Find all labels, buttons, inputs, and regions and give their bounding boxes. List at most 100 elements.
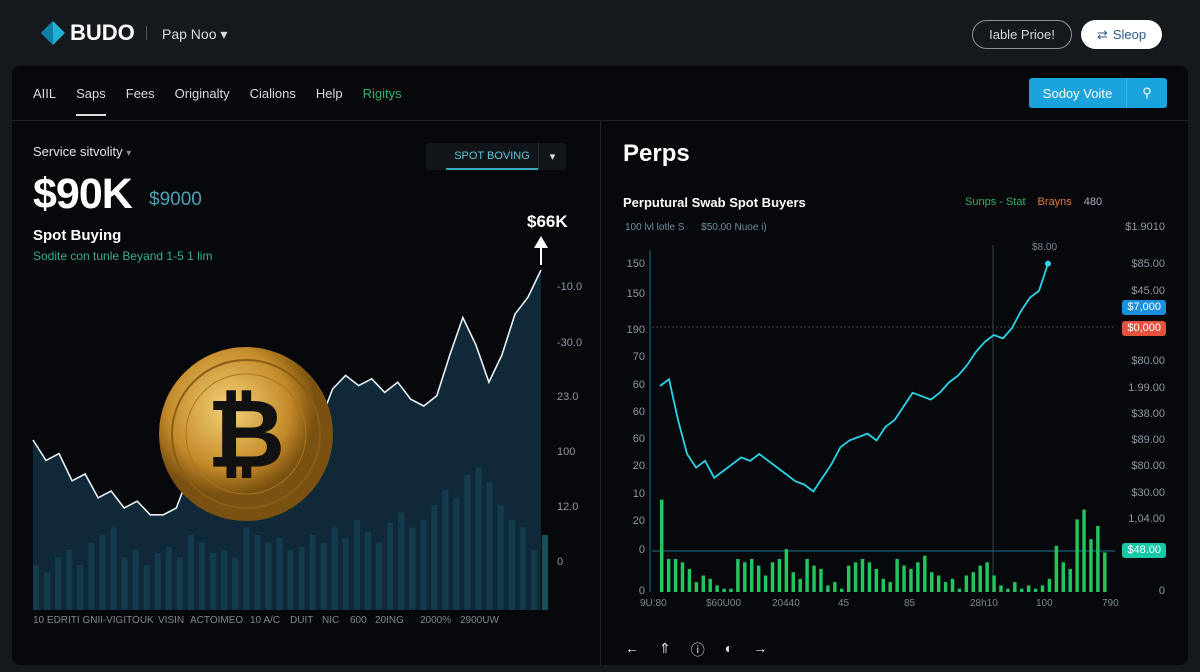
chevron-down-icon: ▾: [538, 143, 566, 170]
x-axis-label: 85: [904, 598, 916, 609]
tab-1[interactable]: Saps: [76, 86, 106, 116]
arrow-head: [534, 236, 548, 248]
volume-bar: [867, 562, 872, 592]
swap-button[interactable]: ⇄ Sleop: [1081, 20, 1162, 49]
volume-bar: [853, 562, 858, 592]
x-axis-label: 28h10: [970, 598, 998, 609]
arrow-left-icon[interactable]: ←: [625, 640, 639, 656]
legend-item: 480: [1083, 196, 1103, 208]
volume-bar: [943, 582, 948, 592]
tab-6[interactable]: Rigitys: [362, 86, 402, 101]
x-axis-label: DUIT: [290, 615, 314, 626]
volume-bar: [819, 568, 823, 592]
volume-bar: [708, 578, 712, 592]
volume-bar: [812, 565, 816, 592]
y-axis-label-right: 1.99.00: [1128, 382, 1165, 394]
y-axis-label: 150: [626, 258, 645, 270]
y-axis-label-right: $38.00: [1131, 408, 1165, 420]
tab-5[interactable]: Help: [315, 86, 343, 101]
logo[interactable]: BUDO: [40, 20, 135, 46]
search-button[interactable]: Sodoy Voite ⚲: [1029, 78, 1167, 108]
volume-bar: [798, 578, 802, 592]
x-axis-label: 9U:80: [640, 598, 667, 609]
volume-bar: [860, 559, 865, 592]
x-axis-label: I-VIGITOUK: [100, 615, 154, 626]
meta-left: 100 lvl lotle S: [625, 222, 685, 233]
tab-0[interactable]: AIIL: [33, 86, 57, 101]
price-badge: $7,000: [1122, 300, 1166, 315]
divider: [600, 121, 601, 665]
perps-subtitle: Perputural Swab Spot Buyers: [623, 195, 806, 210]
project-name: Pap Noo: [162, 26, 217, 42]
volume-bar: [923, 555, 927, 592]
arrow-right-icon[interactable]: →: [753, 640, 768, 656]
price-line: [659, 263, 1049, 493]
volume-bar: [1096, 526, 1100, 592]
swap-label: Sleop: [1112, 27, 1147, 42]
volume-bar: [784, 549, 789, 592]
volume-bar: [1075, 519, 1079, 592]
tab-2[interactable]: Fees: [125, 86, 155, 101]
volume-bar: [1013, 582, 1017, 592]
project-selector[interactable]: Pap Noo ▾: [162, 26, 227, 43]
volume-bar: [992, 575, 996, 592]
volume-bar: [888, 582, 892, 592]
volume-bar: [770, 562, 775, 592]
y-axis-label-right: $80.00: [1131, 355, 1165, 367]
arrow-up-icon[interactable]: ⇑: [659, 640, 671, 656]
volume-bar: [660, 499, 664, 592]
volume-bar: [826, 585, 830, 592]
volume-bar: [874, 568, 879, 592]
volume-bar: [673, 559, 678, 592]
volume-bar: [701, 575, 705, 592]
volume-bar: [957, 588, 962, 592]
svg-text:₿: ₿: [207, 378, 285, 490]
peak-label: $66K: [527, 212, 568, 231]
tab-3[interactable]: Originalty: [174, 86, 230, 101]
y-axis-label: 0: [638, 585, 645, 597]
legend-item: Sunps - Stat: [965, 196, 1026, 208]
y-axis-label-right: $85.00: [1131, 258, 1165, 270]
y-axis-label-right: 1,04.00: [1128, 513, 1165, 525]
volume-bar: [1033, 588, 1038, 592]
y-axis-label: 12.0: [557, 501, 579, 513]
y-axis-label: 0: [557, 556, 564, 568]
volume-bar: [680, 562, 685, 592]
service-label[interactable]: Service sitvolity ▾: [33, 144, 131, 159]
volume-bar: [1068, 568, 1072, 592]
x-axis-label: 790: [1102, 598, 1119, 609]
chart-toolbar: ← ⇑ ⓘ ◐ →: [625, 640, 767, 660]
x-axis-label: $60U00: [706, 598, 742, 609]
volume-bar: [1006, 588, 1010, 592]
volume-bar: [971, 572, 975, 592]
volume-bar: [791, 572, 795, 592]
spot-buying-dropdown[interactable]: SPOT BOVING ▾: [426, 143, 566, 170]
info-icon[interactable]: ⓘ: [690, 642, 705, 658]
y-axis-label: 20: [632, 515, 645, 527]
y-axis-label: 23.0: [557, 391, 579, 403]
x-axis-label: 2000%: [420, 615, 452, 626]
legend-item: Brayns: [1037, 196, 1072, 208]
meta-right: $50.00 Nuoe i): [701, 222, 767, 233]
y-axis-label: 0: [638, 544, 645, 556]
y-axis-label: -30.0: [557, 337, 583, 349]
main-price: $90K: [33, 170, 133, 218]
table-price-button[interactable]: Iable Prioe!: [972, 20, 1072, 49]
volume-bar: [846, 565, 851, 592]
search-icon: ⚲: [1142, 85, 1152, 100]
y-axis-label: 70: [632, 351, 645, 363]
spot-subtitle: Sodite con tunle Beyand 1-5 1 lim: [33, 249, 213, 263]
volume-bar: [964, 575, 969, 592]
tab-4[interactable]: Cialions: [249, 86, 296, 101]
y-axis-label: 10: [632, 488, 645, 500]
volume-bar: [978, 565, 982, 592]
divider: [12, 120, 1188, 121]
half-circle-icon[interactable]: ◐: [724, 640, 734, 656]
price-badge: $48.00: [1122, 543, 1166, 558]
chart-meta: 100 lvl lotle S $50.00 Nuoe i): [625, 222, 767, 233]
nav-tabs: AIIL Saps Fees Originalty Cialions Help Rigity…: [33, 86, 402, 116]
swap-icon: ⇄: [1096, 26, 1108, 42]
dropdown-value: SPOT BOVING: [446, 143, 538, 170]
volume-bar: [1054, 545, 1059, 592]
